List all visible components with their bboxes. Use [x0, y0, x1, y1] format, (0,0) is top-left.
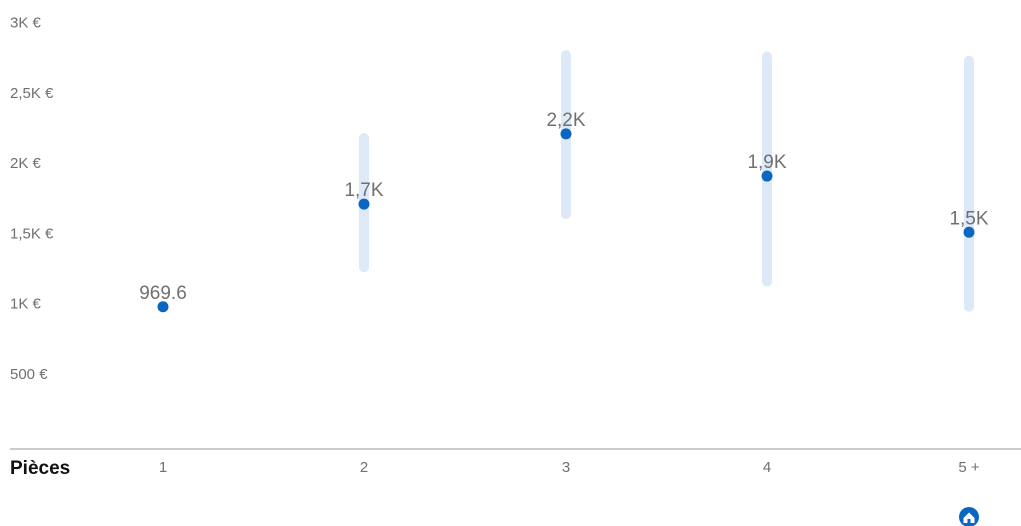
x-axis-title: Pièces — [10, 458, 70, 479]
data-labels: 969.6 1,7K 2,2K 1,9K 1,5K — [139, 110, 989, 304]
data-point[interactable] — [963, 226, 975, 238]
range-bars — [359, 50, 974, 312]
data-label: 2,2K — [546, 110, 585, 131]
y-tick-label: 1K € — [10, 296, 42, 313]
data-point[interactable] — [358, 198, 370, 210]
x-tick-label: 3 — [562, 459, 570, 476]
y-tick-label: 2K € — [10, 155, 42, 172]
data-point[interactable] — [761, 170, 773, 182]
y-tick-label: 500 € — [10, 366, 48, 383]
x-tick-label: 1 — [159, 459, 167, 476]
y-axis-ticks: 500 € 1K € 1,5K € 2K € 2,5K € 3K € — [10, 15, 54, 383]
data-label: 1,7K — [344, 180, 383, 201]
y-tick-label: 2,5K € — [10, 85, 54, 102]
data-label: 969.6 — [139, 283, 187, 304]
data-label: 1,9K — [747, 152, 786, 173]
y-tick-label: 1,5K € — [10, 225, 54, 242]
home-icon[interactable] — [959, 507, 979, 526]
data-label: 1,5K — [949, 208, 988, 229]
data-point[interactable] — [560, 128, 572, 140]
data-points — [157, 128, 975, 313]
y-tick-label: 3K € — [10, 15, 42, 32]
x-tick-label: 4 — [763, 459, 771, 476]
data-point[interactable] — [157, 301, 169, 313]
x-tick-label: 5 + — [958, 459, 980, 476]
x-axis-ticks: 1 2 3 4 5 + — [159, 459, 980, 476]
x-tick-label: 2 — [360, 459, 368, 476]
